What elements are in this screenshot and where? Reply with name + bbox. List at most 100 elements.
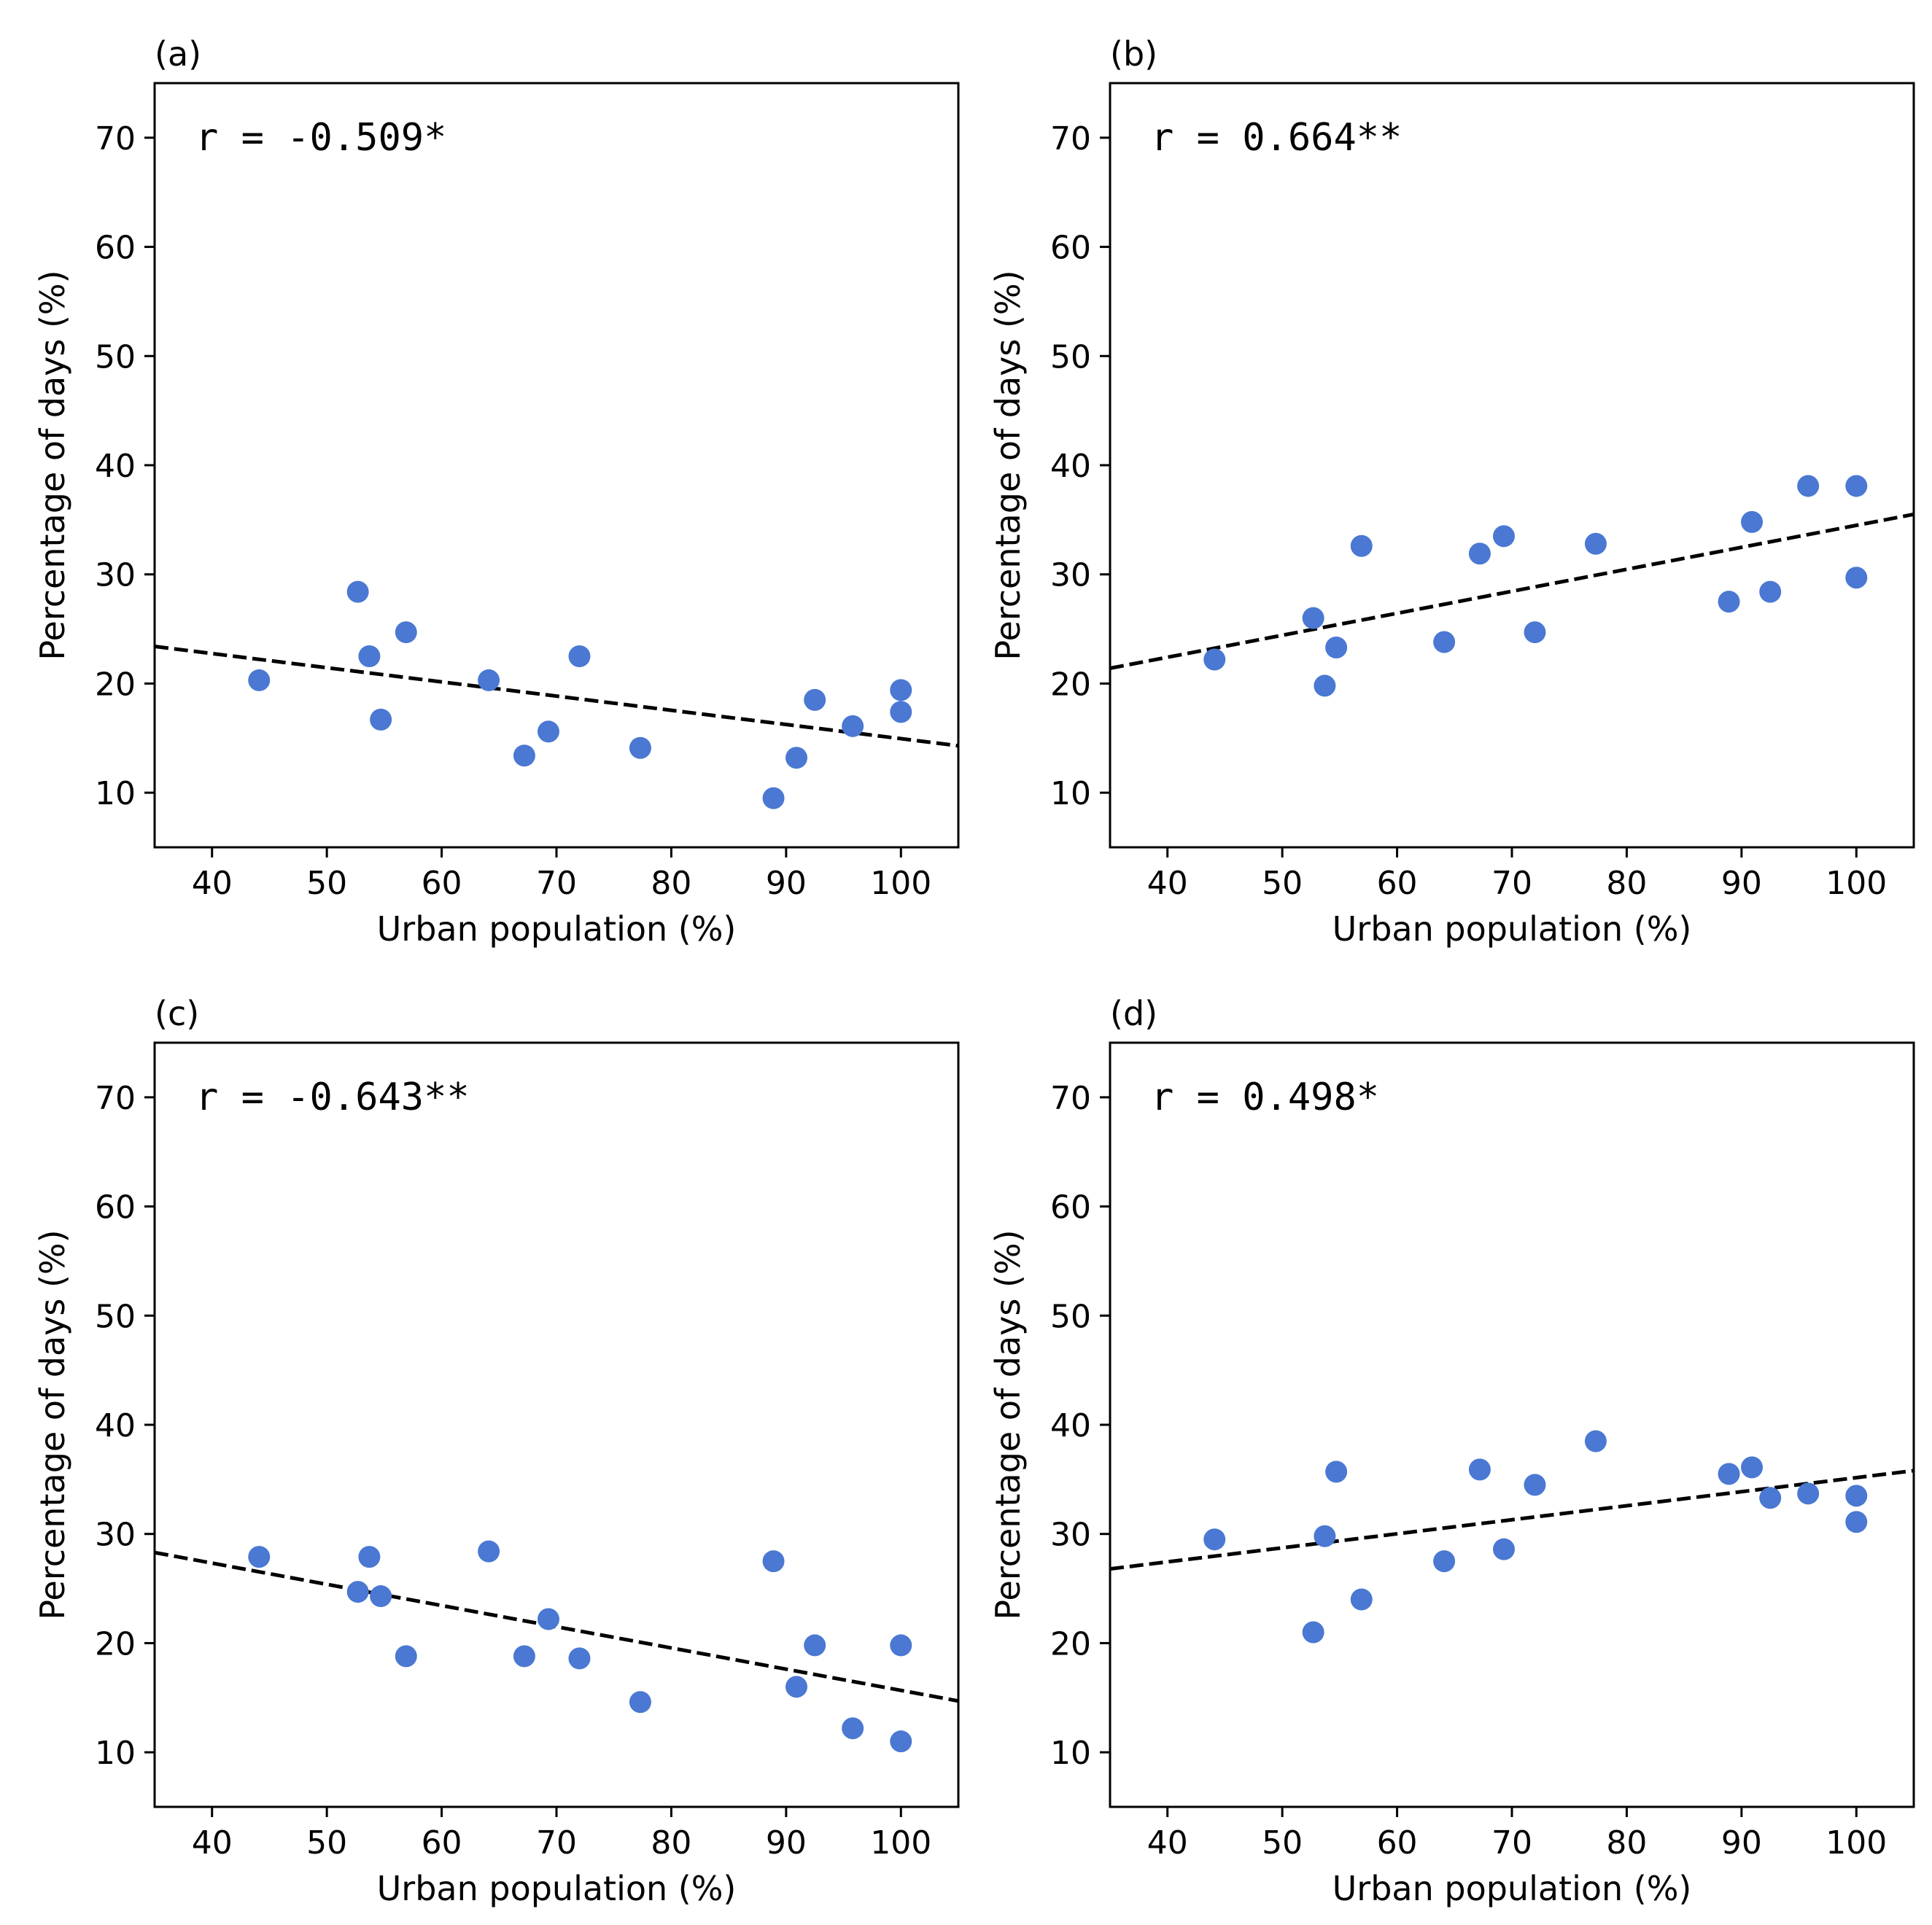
- x-tick-label: 50: [306, 1824, 347, 1862]
- data-point: [1314, 674, 1336, 697]
- data-point: [537, 1608, 559, 1630]
- data-point: [1759, 1487, 1782, 1509]
- x-tick-label: 100: [870, 1824, 931, 1862]
- axes-frame: [153, 1041, 960, 1808]
- y-axis-label: Percentage of days (%): [988, 1229, 1028, 1619]
- y-tick-label: 60: [1050, 1189, 1091, 1226]
- data-point: [1759, 580, 1782, 603]
- data-point: [370, 1585, 392, 1608]
- x-tick-label: 70: [1491, 865, 1532, 902]
- y-tick-label: 30: [1050, 1517, 1091, 1554]
- scatter-panel-4: (d) r = 0.498* 40 50 60 70 80 90 100 10 20 30 40 50 60…: [988, 994, 1915, 1908]
- x-tick-label: 60: [422, 865, 462, 902]
- y-tick-label: 50: [95, 1298, 136, 1335]
- x-tick-label: 50: [1262, 1824, 1303, 1862]
- data-point: [248, 1546, 271, 1568]
- y-tick-label: 20: [1050, 666, 1091, 703]
- data-point: [395, 1645, 417, 1668]
- data-point: [1325, 1461, 1348, 1483]
- data-point: [1845, 475, 1868, 497]
- data-point: [1433, 1550, 1456, 1573]
- data-point: [1584, 532, 1607, 555]
- x-tick-label: 70: [1491, 1824, 1532, 1862]
- x-tick-label: 40: [1147, 865, 1188, 902]
- data-point: [890, 701, 912, 723]
- data-point: [1845, 567, 1868, 589]
- data-point: [358, 1546, 381, 1568]
- data-point: [1524, 621, 1546, 644]
- x-tick-label: 80: [1606, 1824, 1647, 1862]
- x-tick-label: 60: [1377, 1824, 1418, 1862]
- data-point: [568, 645, 591, 667]
- x-tick-label: 80: [651, 865, 691, 902]
- panel-label: (c): [155, 994, 199, 1033]
- y-tick-label: 50: [95, 338, 136, 376]
- x-tick-label: 80: [651, 1824, 691, 1862]
- data-point: [1314, 1525, 1336, 1547]
- panel-label: (d): [1110, 994, 1157, 1033]
- y-axis-label: Percentage of days (%): [33, 1229, 72, 1619]
- data-point: [804, 688, 826, 711]
- data-point: [358, 645, 381, 667]
- y-tick-label: 50: [1050, 1298, 1091, 1335]
- scatter-panel-3: (c) r = -0.643** 40 50 60 70 80 90 100 10 20 30 40 50…: [33, 994, 960, 1908]
- correlation-annotation: r = -0.509*: [195, 116, 446, 160]
- data-point: [785, 747, 808, 769]
- correlation-annotation: r = 0.498*: [1151, 1076, 1379, 1119]
- y-tick-label: 10: [95, 775, 136, 812]
- data-point: [537, 720, 559, 743]
- x-tick-label: 60: [1377, 865, 1418, 902]
- y-tick-label: 60: [1050, 230, 1091, 267]
- panel-label: (b): [1110, 34, 1157, 74]
- data-point: [395, 621, 417, 644]
- data-point: [248, 669, 271, 691]
- data-point: [890, 679, 912, 701]
- x-tick-label: 50: [1262, 865, 1303, 902]
- data-point: [568, 1647, 591, 1670]
- correlation-annotation: r = -0.643**: [195, 1076, 470, 1119]
- x-tick-label: 100: [1826, 1824, 1887, 1862]
- y-tick-label: 20: [95, 1625, 136, 1662]
- y-axis-label: Percentage of days (%): [988, 270, 1028, 660]
- y-tick-label: 40: [1050, 1407, 1091, 1444]
- y-tick-label: 70: [1050, 1080, 1091, 1117]
- x-tick-label: 50: [306, 865, 347, 902]
- y-tick-label: 30: [1050, 557, 1091, 594]
- axes-frame: [1109, 1041, 1915, 1808]
- data-point: [1468, 542, 1491, 565]
- regression-line: [1110, 512, 1914, 670]
- data-point: [1302, 1621, 1324, 1644]
- y-tick-label: 70: [95, 120, 136, 158]
- y-tick-label: 40: [95, 448, 136, 485]
- data-point: [1718, 1463, 1740, 1485]
- y-tick-label: 40: [95, 1407, 136, 1444]
- data-point: [1350, 534, 1373, 557]
- y-tick-label: 10: [95, 1735, 136, 1772]
- data-point: [1433, 631, 1456, 653]
- y-tick-label: 70: [95, 1080, 136, 1117]
- x-tick-label: 40: [192, 865, 233, 902]
- correlation-annotation: r = 0.664**: [1151, 116, 1402, 160]
- x-tick-label: 90: [766, 865, 807, 902]
- x-tick-label: 90: [1721, 865, 1762, 902]
- data-point: [1492, 525, 1515, 548]
- y-axis-label: Percentage of days (%): [33, 270, 72, 660]
- x-tick-label: 40: [1147, 1824, 1188, 1862]
- data-point: [513, 744, 535, 767]
- data-point: [762, 1550, 785, 1573]
- data-point: [1797, 1482, 1820, 1505]
- data-point: [1203, 648, 1226, 671]
- axes-frame: [1109, 82, 1915, 849]
- scatter-panel-2: (b) r = 0.664** 40 50 60 70 80 90 100 10 20 30 40 50 6…: [988, 34, 1915, 949]
- regression-line: [155, 645, 958, 748]
- data-point: [1468, 1458, 1491, 1481]
- data-point: [1845, 1511, 1868, 1533]
- scatter-panel-1: (a) r = -0.509* 40 50 60 70 80 90 100 10 20 30 40 50 6…: [33, 34, 960, 949]
- x-tick-label: 40: [192, 1824, 233, 1862]
- data-point: [629, 1691, 651, 1714]
- regression-line: [1110, 1469, 1914, 1571]
- panel-label: (a): [155, 34, 201, 74]
- data-point: [346, 1581, 369, 1603]
- data-point: [629, 736, 651, 759]
